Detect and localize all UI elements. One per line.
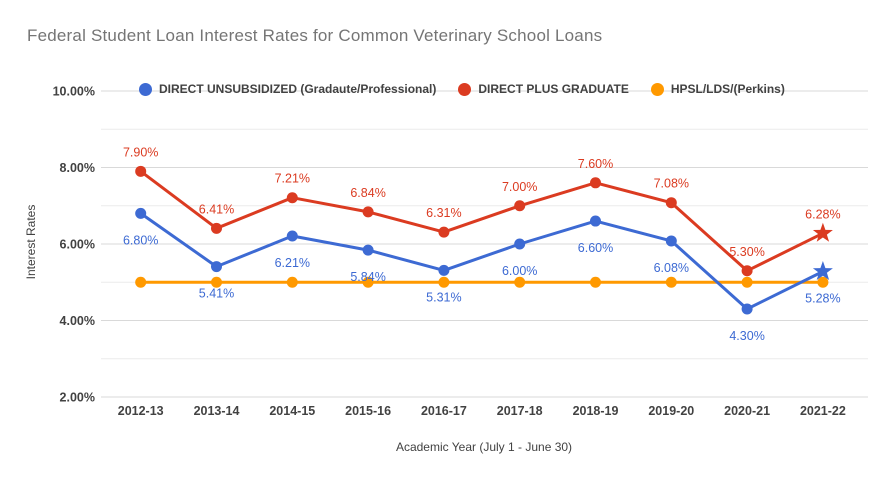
x-axis-title: Academic Year (July 1 - June 30)	[395, 440, 573, 454]
data-label: 5.41%	[199, 287, 234, 301]
data-point[interactable]	[741, 276, 753, 288]
legend: DIRECT UNSUBSIDIZED (Gradaute/Profession…	[139, 82, 785, 96]
legend-item-1[interactable]: DIRECT PLUS GRADUATE	[458, 82, 629, 96]
legend-swatch-icon	[458, 82, 472, 96]
y-tick-label: 2.00%	[60, 391, 95, 405]
data-point[interactable]	[211, 261, 222, 273]
data-label: 6.31%	[426, 206, 461, 220]
data-label: 5.30%	[729, 245, 764, 259]
data-label: 6.08%	[654, 261, 689, 275]
legend-swatch-icon	[650, 82, 664, 96]
data-point[interactable]	[211, 222, 222, 234]
legend-label: DIRECT UNSUBSIDIZED (Gradaute/Profession…	[159, 82, 437, 96]
data-point[interactable]	[286, 276, 298, 288]
legend-label: DIRECT PLUS GRADUATE	[478, 82, 629, 96]
data-point[interactable]	[514, 200, 526, 212]
data-point[interactable]	[438, 276, 450, 288]
data-label: 5.28%	[805, 292, 840, 306]
data-point[interactable]	[514, 238, 526, 250]
data-label: 6.84%	[350, 186, 385, 200]
x-tick-label: 2018-19	[573, 404, 619, 418]
x-tick-label: 2012-13	[118, 404, 164, 418]
data-point[interactable]	[135, 207, 147, 219]
data-label: 4.30%	[729, 329, 764, 343]
data-point[interactable]	[665, 276, 677, 288]
x-tick-label: 2014-15	[269, 404, 315, 418]
data-point[interactable]	[590, 177, 601, 189]
x-tick-label: 2016-17	[421, 404, 467, 418]
data-label: 7.90%	[123, 145, 158, 159]
data-point[interactable]	[817, 276, 829, 288]
data-label: 6.41%	[199, 202, 234, 216]
legend-item-0[interactable]: DIRECT UNSUBSIDIZED (Gradaute/Profession…	[139, 82, 436, 96]
data-point[interactable]	[438, 226, 450, 238]
chart-title: Federal Student Loan Interest Rates for …	[27, 26, 603, 45]
y-tick-label: 6.00%	[60, 238, 95, 252]
data-label: 7.00%	[502, 180, 537, 194]
legend-item-2[interactable]: HPSL/LDS/(Perkins)	[650, 82, 785, 96]
data-point[interactable]	[135, 165, 147, 177]
data-label: 6.00%	[502, 264, 537, 278]
y-tick-label: 10.00%	[53, 85, 95, 99]
legend-label: HPSL/LDS/(Perkins)	[670, 82, 785, 96]
y-tick-label: 4.00%	[60, 314, 95, 328]
data-label: 6.80%	[123, 233, 158, 247]
data-point[interactable]	[665, 235, 677, 247]
data-label: 7.08%	[654, 177, 689, 191]
data-point[interactable]	[286, 192, 298, 204]
data-point[interactable]	[211, 276, 222, 288]
series-line-1	[139, 169, 825, 273]
data-label: 6.60%	[578, 241, 613, 255]
data-point[interactable]	[665, 197, 677, 209]
data-point[interactable]	[590, 215, 601, 227]
y-tick-label: 8.00%	[60, 161, 95, 175]
x-tick-label: 2013-14	[194, 404, 240, 418]
x-tick-label: 2015-16	[345, 404, 391, 418]
data-point[interactable]	[514, 276, 526, 288]
data-point-star[interactable]	[812, 261, 833, 280]
data-label: 5.84%	[350, 270, 385, 284]
data-point[interactable]	[438, 264, 450, 276]
data-point[interactable]	[286, 230, 298, 242]
data-label: 5.31%	[426, 290, 461, 304]
data-point[interactable]	[590, 276, 601, 288]
data-point[interactable]	[362, 276, 374, 288]
legend-swatch-icon	[139, 82, 152, 96]
data-label: 7.60%	[578, 157, 613, 171]
series-line-0	[139, 211, 825, 311]
data-point[interactable]	[741, 265, 753, 277]
x-tick-label: 2021-22	[800, 404, 846, 418]
data-label: 6.28%	[805, 207, 840, 221]
data-point-star[interactable]	[812, 222, 833, 242]
data-point[interactable]	[362, 244, 374, 256]
x-tick-label: 2019-20	[648, 404, 694, 418]
data-point[interactable]	[741, 303, 753, 315]
data-label: 6.21%	[275, 256, 310, 270]
data-label: 7.21%	[275, 172, 310, 186]
x-tick-label: 2017-18	[497, 404, 543, 418]
data-point[interactable]	[135, 276, 147, 288]
data-point[interactable]	[362, 206, 374, 218]
x-tick-label: 2020-21	[724, 404, 770, 418]
